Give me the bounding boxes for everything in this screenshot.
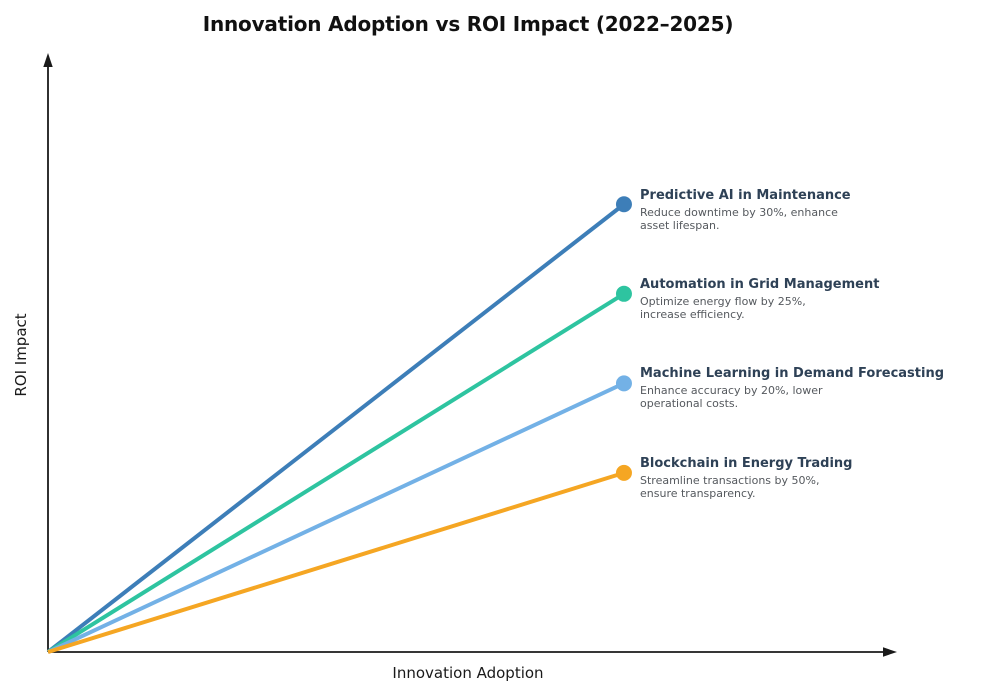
- series-title: Predictive AI in Maintenance: [640, 188, 851, 203]
- series-description: Streamline transactions by 50%, ensure t…: [640, 474, 820, 500]
- chart-title: Innovation Adoption vs ROI Impact (2022–…: [202, 12, 734, 36]
- series-description: Reduce downtime by 30%, enhance asset li…: [640, 206, 838, 232]
- trend-line-2: [47, 381, 625, 654]
- x-axis-arrow-icon: [883, 647, 897, 657]
- series-description: Optimize energy flow by 25%, increase ef…: [640, 295, 806, 321]
- trend-line-3: [47, 470, 625, 654]
- data-point-3: [615, 464, 632, 481]
- data-point-0: [615, 196, 632, 213]
- data-point-1: [615, 285, 632, 302]
- series-title: Machine Learning in Demand Forecasting: [640, 366, 945, 381]
- series-label-predictive-ai: Predictive AI in Maintenance Reduce down…: [640, 188, 970, 232]
- series-label-ml-forecasting: Machine Learning in Demand Forecasting E…: [640, 366, 970, 410]
- x-axis-label: Innovation Adoption: [392, 664, 544, 682]
- series-label-blockchain-trading: Blockchain in Energy Trading Streamline …: [640, 456, 970, 500]
- y-axis-label: ROI Impact: [12, 313, 30, 397]
- trend-line-0: [46, 202, 626, 654]
- trend-line-1: [46, 292, 626, 654]
- series-label-automation-grid: Automation in Grid Management Optimize e…: [640, 277, 970, 321]
- data-point-2: [615, 375, 632, 392]
- series-title: Blockchain in Energy Trading: [640, 456, 853, 471]
- series-description: Enhance accuracy by 20%, lower operation…: [640, 384, 823, 410]
- series-title: Automation in Grid Management: [640, 277, 880, 292]
- y-axis-arrow-icon: [43, 53, 53, 67]
- series-layer: [46, 196, 632, 654]
